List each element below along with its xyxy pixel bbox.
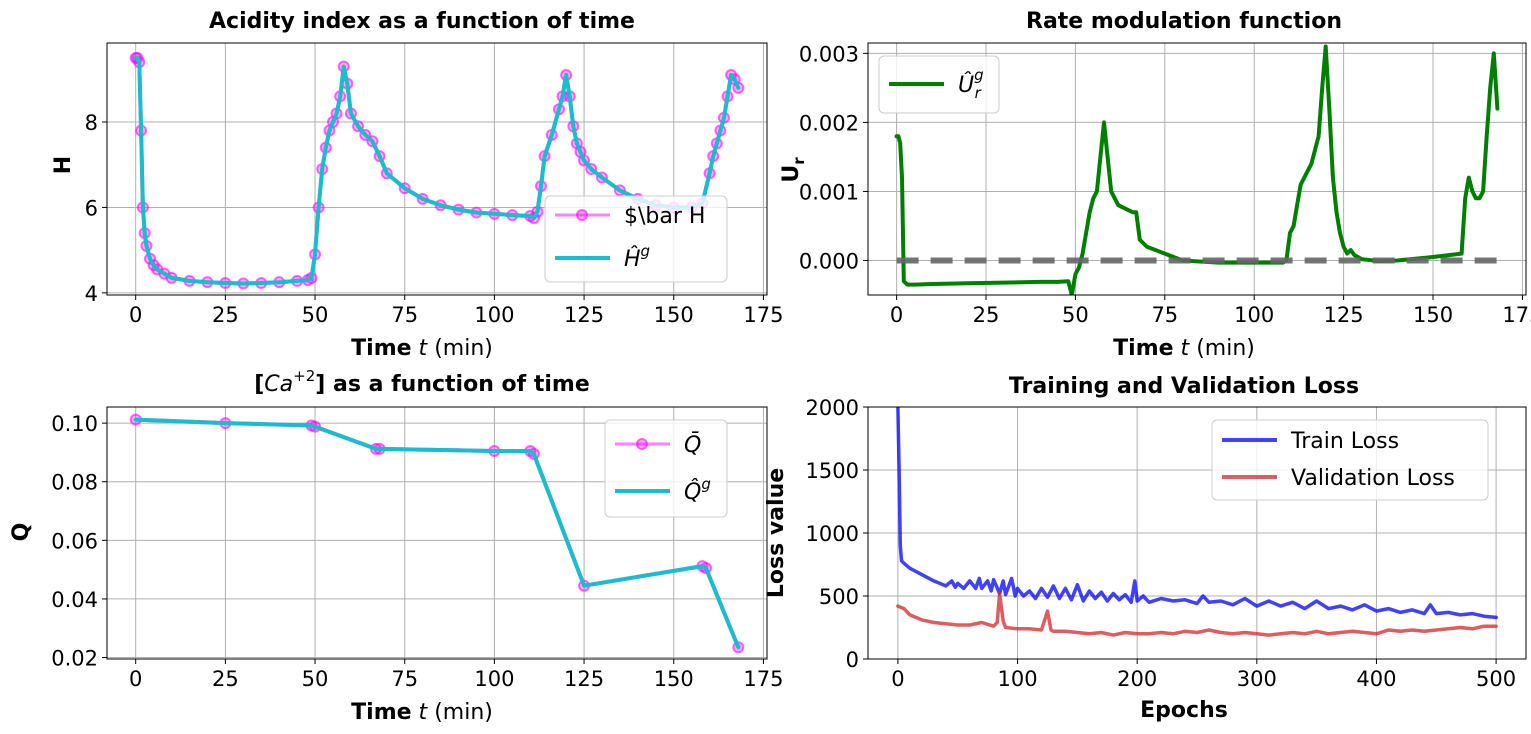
loss-legend-train-label: Train Loss xyxy=(1290,429,1399,454)
calcium-chart-ylabel: Q xyxy=(9,523,34,542)
loss-xtick-label: 0 xyxy=(891,667,904,691)
loss-chart-ticks: 0 100 200 300 400 500 0 500 1000 1500 2000 xyxy=(806,396,1517,691)
loss-chart-title: Training and Validation Loss xyxy=(1009,374,1359,399)
loss-chart-ylabel: Loss value xyxy=(764,468,789,598)
loss-ytick-label: 500 xyxy=(819,585,859,609)
acidity-legend-hbar-label: $\bar H xyxy=(624,204,705,229)
loss-xtick-label: 500 xyxy=(1476,667,1516,691)
loss-xtick-label: 300 xyxy=(1237,667,1277,691)
acidity-chart-xlabel: Time t (min) xyxy=(351,336,493,361)
acidity-ytick-label: 8 xyxy=(85,111,98,135)
acidity-xtick-label: 0 xyxy=(129,303,142,327)
acidity-chart-ticks: 0 25 50 75 100 125 150 175 4 6 8 xyxy=(85,111,784,327)
loss-xtick-label: 200 xyxy=(1117,667,1157,691)
loss-legend-val-label: Validation Loss xyxy=(1291,466,1455,491)
acidity-xtick-label: 150 xyxy=(654,303,694,327)
acidity-chart-ylabel: H xyxy=(51,156,76,174)
calcium-ytick-label: 0.10 xyxy=(51,412,98,436)
calcium-legend-qhat-label: Q̂g xyxy=(684,475,711,505)
loss-legend-box xyxy=(1211,419,1489,501)
loss-chart-series xyxy=(896,407,1498,637)
calcium-xtick-label: 75 xyxy=(391,667,418,691)
rate-chart-title: Rate modulation function xyxy=(1026,9,1342,34)
calcium-chart-title: [Ca+2] as a function of time xyxy=(254,367,590,397)
rate-xtick-label: 75 xyxy=(1151,303,1178,327)
rate-ytick-label: 0.000 xyxy=(799,249,859,273)
calcium-ytick-label: 0.08 xyxy=(51,471,98,495)
rate-ytick-label: 0.002 xyxy=(799,111,859,135)
calcium-chart-frame xyxy=(106,406,768,660)
calcium-xtick-label: 25 xyxy=(212,667,239,691)
acidity-xtick-label: 175 xyxy=(743,303,783,327)
acidity-chart: Acidity index as a function of time 0 25 5… xyxy=(51,9,783,361)
acidity-legend-hhat-label: Ĥg xyxy=(624,242,650,272)
acidity-xtick-label: 50 xyxy=(302,303,329,327)
calcium-chart-xlabel: Time t (min) xyxy=(351,700,493,725)
calcium-series-1-line xyxy=(133,417,741,650)
rate-xtick-label: 150 xyxy=(1413,303,1453,327)
acidity-xtick-label: 75 xyxy=(391,303,418,327)
rate-chart-legend: Ûg r xyxy=(878,55,1000,114)
rate-chart-ticks: 0 25 50 75 100 125 150 175 0.000 0.001 0.002 0.003 xyxy=(799,42,1531,327)
acidity-chart-frame xyxy=(106,42,768,296)
loss-xtick-label: 400 xyxy=(1356,667,1396,691)
acidity-xtick-label: 125 xyxy=(564,303,604,327)
calcium-legend-qbar-label: Q̄ xyxy=(684,432,701,458)
calcium-legend-qbar-marker xyxy=(636,438,648,450)
acidity-legend-box xyxy=(544,195,728,283)
acidity-chart-title: Acidity index as a function of time xyxy=(209,9,635,34)
rate-chart: Rate modulation function 0 25 50 75 100 125 15… xyxy=(779,9,1531,361)
loss-ytick-label: 0 xyxy=(846,648,859,672)
calcium-chart-legend: Q̄ Q̂g xyxy=(604,419,728,518)
loss-xtick-label: 100 xyxy=(997,667,1037,691)
calcium-chart-series xyxy=(129,413,745,654)
acidity-ytick-label: 6 xyxy=(85,196,98,220)
acidity-ytick-label: 4 xyxy=(85,282,98,306)
rate-xtick-label: 175 xyxy=(1502,303,1531,327)
rate-xtick-label: 125 xyxy=(1324,303,1364,327)
acidity-xtick-label: 25 xyxy=(212,303,239,327)
calcium-xtick-label: 50 xyxy=(302,667,329,691)
loss-ytick-label: 2000 xyxy=(806,396,859,420)
calcium-xtick-label: 125 xyxy=(564,667,604,691)
loss-series-1-line xyxy=(896,591,1498,637)
rate-chart-ylabel: Ur xyxy=(779,157,808,183)
rate-ytick-label: 0.001 xyxy=(799,180,859,204)
acidity-chart-series xyxy=(129,51,745,290)
rate-xtick-label: 0 xyxy=(890,303,903,327)
loss-chart-legend: Train Loss Validation Loss xyxy=(1211,419,1489,501)
rate-chart-xlabel: Time t (min) xyxy=(1113,336,1255,361)
loss-ytick-label: 1000 xyxy=(806,522,859,546)
calcium-chart: [Ca+2] as a function of time 0 25 50 75 100 1… xyxy=(9,367,783,725)
rate-chart-frame xyxy=(867,42,1527,296)
rate-chart-series xyxy=(894,44,1500,295)
acidity-xtick-label: 100 xyxy=(474,303,514,327)
loss-series-0-line xyxy=(896,407,1498,620)
calcium-chart-ticks: 0 25 50 75 100 125 150 175 0.02 0.04 0.06 0.08 0.10 xyxy=(51,412,783,691)
rate-xtick-label: 50 xyxy=(1062,303,1089,327)
acidity-legend-hbar-marker xyxy=(576,209,588,221)
calcium-xtick-label: 100 xyxy=(474,667,514,691)
rate-ytick-label: 0.003 xyxy=(799,42,859,66)
rate-legend-uhat-label: Ûg r xyxy=(958,66,984,102)
calcium-xtick-label: 0 xyxy=(129,667,142,691)
loss-chart-xlabel: Epochs xyxy=(1140,698,1228,723)
rate-xtick-label: 100 xyxy=(1234,303,1274,327)
calcium-ytick-label: 0.02 xyxy=(51,647,98,671)
calcium-legend-box xyxy=(604,419,728,518)
loss-ytick-label: 1500 xyxy=(806,459,859,483)
calcium-xtick-label: 150 xyxy=(654,667,694,691)
rate-xtick-label: 25 xyxy=(973,303,1000,327)
calcium-xtick-label: 175 xyxy=(743,667,783,691)
acidity-chart-legend: $\bar H Ĥg xyxy=(544,195,728,283)
loss-chart: Training and Validation Loss 0 100 200 300 4… xyxy=(764,374,1527,723)
calcium-ytick-label: 0.04 xyxy=(51,588,98,612)
calcium-ytick-label: 0.06 xyxy=(51,529,98,553)
